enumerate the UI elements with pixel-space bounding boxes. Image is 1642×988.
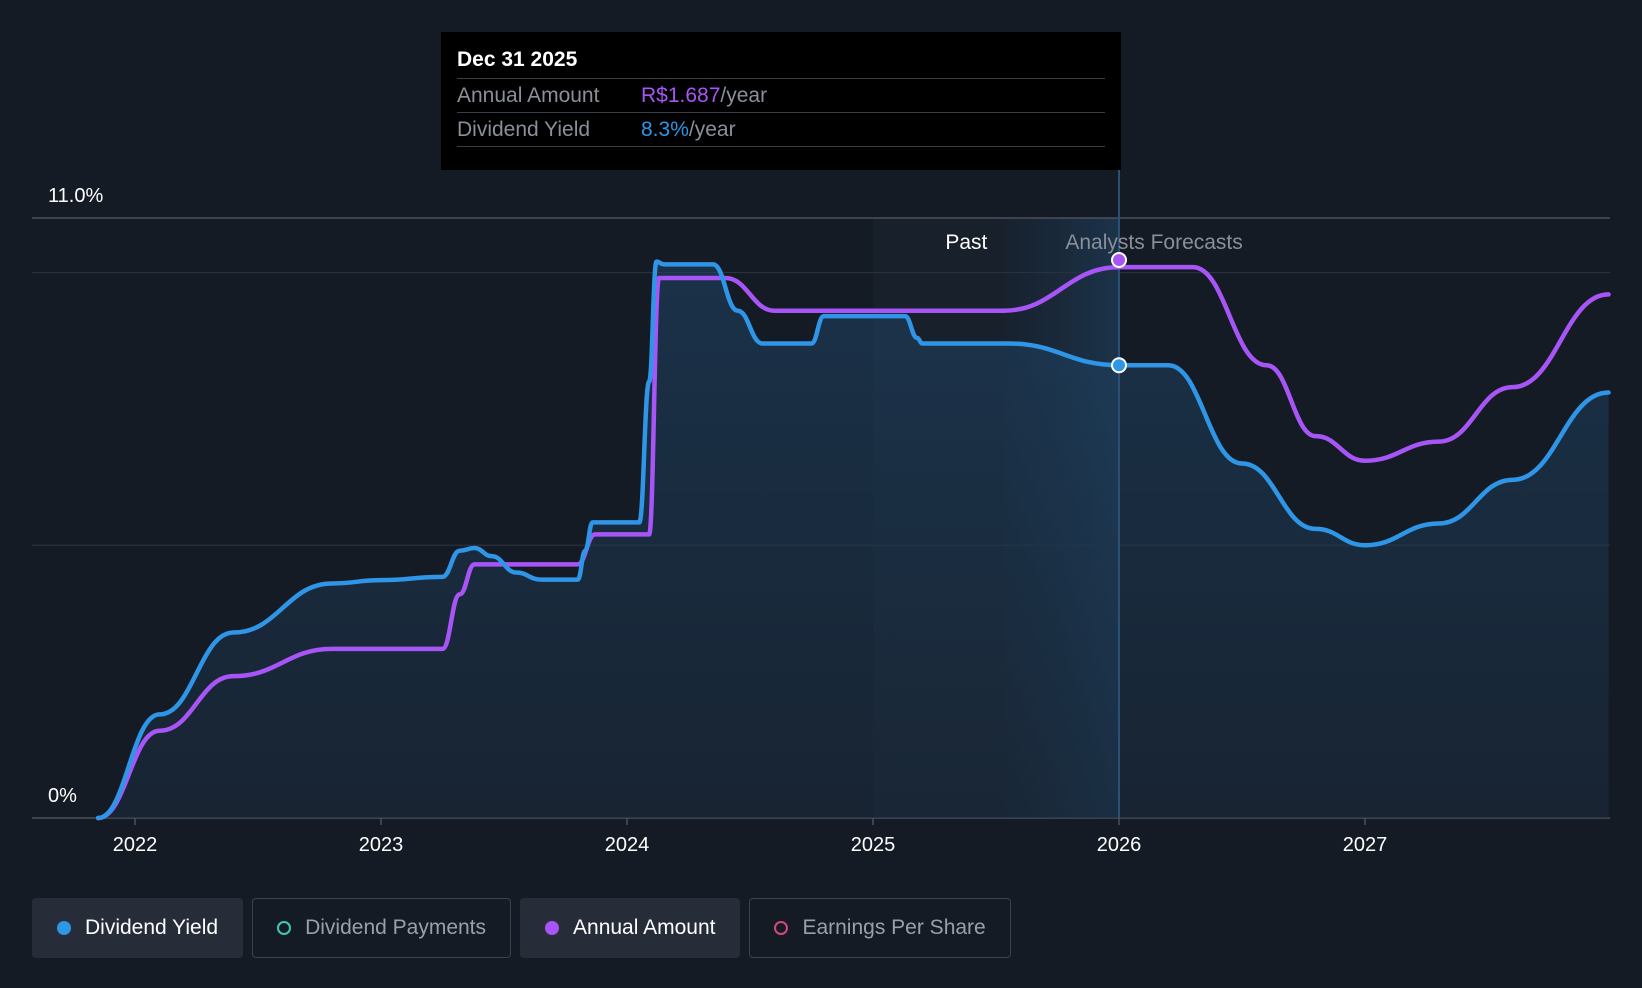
past-label: Past (945, 231, 987, 254)
dividend-payments-dot-icon (277, 921, 292, 935)
x-tick-label-2024: 2024 (605, 834, 650, 856)
x-tick-label-2022: 2022 (113, 834, 158, 856)
earnings-per-share-dot-icon (774, 921, 789, 935)
x-tick-label-2027: 2027 (1343, 834, 1388, 856)
tooltip-date: Dec 31 2025 (457, 48, 578, 71)
x-tick-label-2025: 2025 (851, 834, 896, 856)
legend-dividend-payments[interactable]: Dividend Payments (252, 898, 512, 958)
tooltip-dividend-yield-value: 8.3% (641, 117, 689, 141)
legend-annual-amount[interactable]: Annual Amount (520, 898, 741, 958)
tooltip-dividend-yield-label: Dividend Yield (457, 117, 591, 141)
legend: Dividend Yield Dividend Payments Annual … (32, 898, 1011, 958)
analysts-forecasts-label: Analysts Forecasts (1065, 231, 1242, 254)
y-axis-min-label: 0% (48, 785, 77, 807)
tooltip: Dec 31 2025 Annual Amount R$1.687 /year … (441, 32, 1121, 170)
y-axis-max-label: 11.0% (48, 185, 103, 207)
tooltip-dividend-yield-unit: /year (688, 117, 736, 141)
annual-amount-marker (1111, 252, 1127, 268)
tooltip-annual-amount-unit: /year (720, 83, 768, 107)
legend-earnings-per-share[interactable]: Earnings Per Share (749, 898, 1011, 958)
dividend-yield-marker (1111, 357, 1127, 374)
legend-dividend-yield-label: Dividend Yield (85, 916, 219, 939)
annual-amount-line (95, 264, 1611, 821)
tooltip-annual-amount-row: Annual Amount R$1.687 /year (457, 78, 1105, 112)
tooltip-dividend-yield-row: Dividend Yield 8.3% /year (457, 112, 1105, 147)
dividend-yield-dot-icon (57, 921, 71, 935)
x-tick-label-2026: 2026 (1097, 834, 1142, 856)
tooltip-annual-amount-value: R$1.687 (641, 83, 721, 107)
dividend-yield-line (95, 259, 1611, 821)
x-tick-label-2023: 2023 (359, 834, 404, 856)
legend-dividend-payments-label: Dividend Payments (305, 916, 487, 939)
dividend-yield-area (98, 261, 1609, 818)
legend-annual-amount-label: Annual Amount (573, 916, 716, 939)
legend-dividend-yield[interactable]: Dividend Yield (32, 898, 244, 958)
legend-earnings-per-share-label: Earnings Per Share (802, 916, 986, 939)
tooltip-annual-amount-label: Annual Amount (457, 83, 600, 107)
annual-amount-dot-icon (545, 921, 560, 935)
